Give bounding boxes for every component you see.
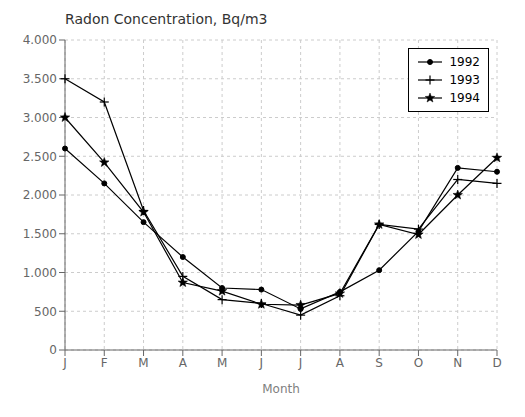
- svg-text:O: O: [414, 356, 423, 370]
- html-text:Radon Concentration, Bq/m3: Radon Concentration, Bq/m3: [65, 11, 268, 27]
- svg-text:A: A: [179, 356, 188, 370]
- svg-text:J: J: [62, 356, 67, 370]
- svg-text:J: J: [259, 356, 264, 370]
- svg-text:3.500: 3.500: [23, 72, 57, 86]
- svg-text:N: N: [453, 356, 462, 370]
- html-text:1993: 1993: [449, 73, 480, 87]
- svg-text:0: 0: [49, 343, 57, 357]
- svg-text:F: F: [101, 356, 108, 370]
- svg-text:500: 500: [34, 305, 57, 319]
- svg-text:1.500: 1.500: [23, 227, 57, 241]
- svg-text:1.000: 1.000: [23, 266, 57, 280]
- svg-text:2.500: 2.500: [23, 150, 57, 164]
- svg-text:A: A: [336, 356, 345, 370]
- svg-text:M: M: [217, 356, 227, 370]
- svg-text:3.000: 3.000: [23, 111, 57, 125]
- html-text:1994: 1994: [449, 91, 480, 105]
- svg-text:J: J: [298, 356, 303, 370]
- svg-text:M: M: [138, 356, 148, 370]
- svg-text:S: S: [375, 356, 383, 370]
- html-text:1992: 1992: [449, 55, 480, 69]
- svg-text:2.000: 2.000: [23, 188, 57, 202]
- svg-text:Month: Month: [262, 382, 300, 396]
- svg-text:D: D: [492, 356, 501, 370]
- svg-text:4.000: 4.000: [23, 33, 57, 47]
